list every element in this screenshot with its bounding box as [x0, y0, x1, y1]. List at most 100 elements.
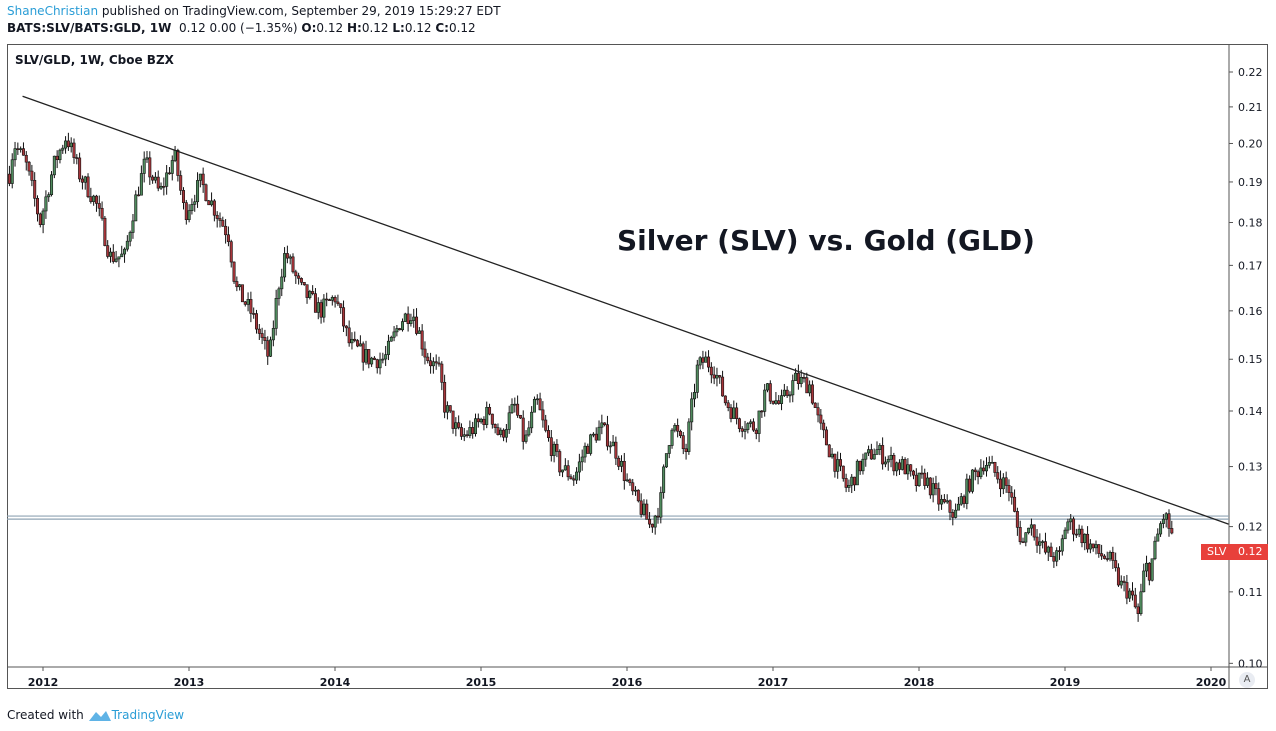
candle-up	[1060, 538, 1064, 552]
candle-down	[709, 366, 713, 376]
candle-down	[313, 293, 317, 313]
candle-down	[844, 478, 848, 488]
candle-up	[987, 462, 991, 466]
candle-down	[785, 389, 789, 396]
candle-down	[207, 200, 211, 206]
x-tick-label: 2018	[904, 676, 935, 689]
candle-up	[1153, 540, 1157, 560]
candle-down	[353, 338, 357, 341]
candle-up	[867, 449, 871, 454]
candle-down	[869, 449, 873, 460]
candle-down	[35, 198, 39, 215]
candle-up	[535, 398, 539, 401]
candle-down	[771, 400, 775, 404]
candle-up	[431, 361, 435, 367]
candle-up	[662, 466, 666, 493]
candle-down	[97, 203, 101, 209]
candle-down	[810, 384, 814, 404]
candle-up	[608, 445, 612, 448]
candle-up	[653, 515, 657, 528]
candle-up	[159, 185, 163, 189]
candle-up	[445, 405, 449, 413]
y-tick-label: 0.11	[1238, 586, 1263, 599]
tradingview-link[interactable]: TradingView	[111, 708, 185, 722]
candle-up	[836, 459, 840, 472]
candle-down	[737, 418, 741, 429]
candle-down	[805, 377, 809, 394]
candle-down	[311, 291, 315, 294]
candle-down	[339, 303, 343, 308]
low-label: L:	[392, 21, 405, 35]
x-tick-label: 2015	[466, 676, 497, 689]
candle-down	[1091, 543, 1095, 549]
candle-down	[628, 479, 632, 484]
candle-up	[583, 445, 587, 458]
candle-up	[125, 240, 129, 250]
candle-up	[1088, 543, 1092, 550]
candle-down	[718, 375, 722, 378]
publish-info: ShaneChristian published on TradingView.…	[7, 4, 501, 18]
candle-down	[1147, 562, 1151, 581]
candle-down	[796, 372, 800, 384]
candle-up	[142, 158, 146, 174]
chart-legend: SLV/GLD, 1W, Cboe BZX	[15, 53, 174, 67]
candle-up	[364, 349, 368, 363]
candle-down	[538, 398, 542, 411]
candle-up	[468, 427, 472, 436]
candle-down	[656, 515, 660, 518]
candle-down	[471, 427, 475, 435]
candle-down	[30, 170, 34, 181]
candle-down	[1130, 590, 1134, 596]
candle-down	[897, 462, 901, 470]
candle-up	[692, 392, 696, 400]
candle-down	[614, 441, 618, 459]
candle-down	[684, 448, 688, 452]
candle-up	[1094, 544, 1098, 549]
chart-frame[interactable]	[7, 44, 1268, 689]
candle-up	[1119, 580, 1123, 586]
candle-down	[167, 172, 171, 175]
candle-up	[128, 232, 132, 242]
candle-up	[1055, 550, 1059, 562]
y-tick-label: 0.10	[1238, 657, 1263, 670]
candle-down	[162, 185, 166, 188]
candle-up	[917, 472, 921, 486]
auto-scale-button[interactable]: A	[1239, 672, 1255, 688]
candle-up	[417, 330, 421, 334]
candle-down	[319, 302, 323, 318]
candle-down	[521, 417, 525, 442]
candle-up	[58, 149, 62, 161]
x-tick-label: 2016	[612, 676, 643, 689]
candle-up	[906, 464, 910, 475]
candle-up	[288, 256, 292, 259]
candle-down	[243, 301, 247, 305]
y-tick-label: 0.22	[1238, 66, 1263, 79]
high-value: 0.12	[361, 21, 389, 35]
candle-down	[240, 284, 244, 303]
candle-down	[1021, 541, 1025, 544]
candle-down	[569, 476, 573, 480]
author-link[interactable]: ShaneChristian	[7, 4, 99, 18]
candle-down	[754, 429, 758, 434]
candle-down	[254, 313, 258, 330]
candle-down	[819, 414, 823, 424]
candle-up	[743, 429, 747, 432]
candle-up	[524, 434, 528, 442]
candle-down	[1013, 496, 1017, 512]
candle-up	[271, 328, 275, 341]
candle-down	[838, 459, 842, 467]
candle-up	[139, 173, 143, 196]
candle-down	[1122, 580, 1126, 583]
candle-up	[134, 194, 138, 222]
candle-up	[1038, 541, 1042, 546]
candle-down	[429, 360, 433, 367]
candle-up	[1063, 529, 1067, 540]
candle-down	[457, 422, 461, 428]
candle-up	[931, 483, 935, 496]
candle-down	[1136, 606, 1140, 614]
candle-up	[316, 302, 320, 313]
close-value: 0.12	[448, 21, 476, 35]
x-tick-label: 2013	[174, 676, 205, 689]
candle-down	[229, 241, 233, 263]
